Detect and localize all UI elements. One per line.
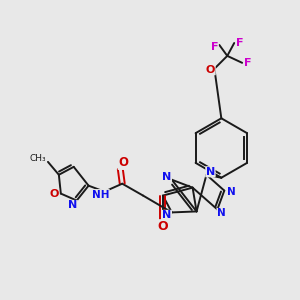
- Text: N: N: [217, 208, 226, 218]
- Text: NH: NH: [92, 190, 109, 200]
- Text: O: O: [49, 189, 58, 199]
- Text: N: N: [162, 172, 172, 182]
- Text: N: N: [162, 210, 172, 220]
- Text: N: N: [227, 187, 236, 196]
- Text: O: O: [118, 156, 128, 170]
- Text: O: O: [206, 65, 215, 75]
- Text: N: N: [68, 200, 77, 211]
- Text: F: F: [244, 58, 252, 68]
- Text: N: N: [206, 167, 215, 177]
- Text: O: O: [158, 220, 168, 233]
- Text: CH₃: CH₃: [29, 154, 46, 164]
- Text: F: F: [211, 42, 218, 52]
- Text: F: F: [236, 38, 244, 48]
